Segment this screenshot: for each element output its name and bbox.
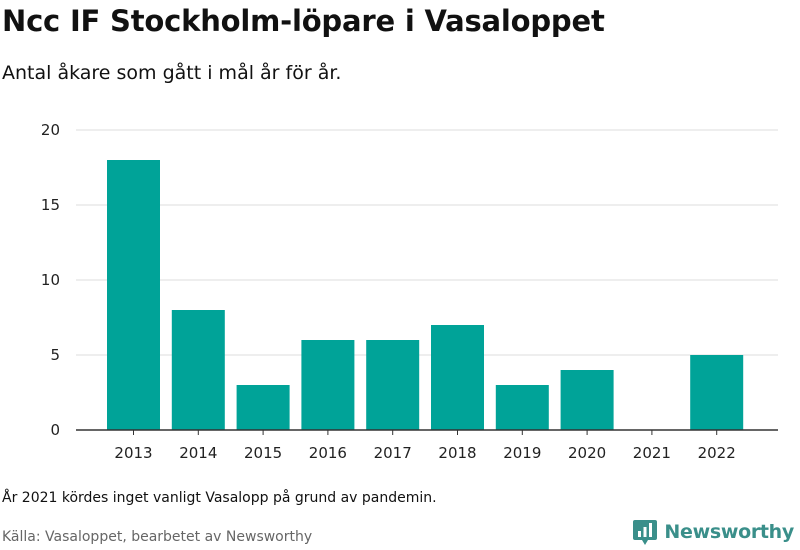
bar-2013 <box>107 160 160 430</box>
y-tick-label: 15 <box>41 196 60 214</box>
x-axis-tick-labels: 2013 2014 2015 2016 2017 2018 2019 2020 2021 2022 <box>114 444 735 462</box>
bar-2019 <box>495 385 549 430</box>
newsworthy-logo-icon <box>633 520 658 545</box>
x-tick-label: 2017 <box>374 444 412 462</box>
bar-chart: 0 5 10 15 20 2013 2014 2015 2016 2017 2018 2019 202… <box>41 121 778 462</box>
y-tick-label: 10 <box>41 271 60 289</box>
brand-name: Newsworthy <box>664 521 794 543</box>
y-axis-tick-labels: 0 5 10 15 20 <box>41 121 60 439</box>
bar-2015 <box>236 385 290 430</box>
source-credit: Källa: Vasaloppet, bearbetet av Newswort… <box>2 529 313 545</box>
bars <box>107 160 744 430</box>
x-tick-label: 2016 <box>309 444 347 462</box>
x-axis <box>76 429 778 435</box>
bar-2020 <box>560 370 614 430</box>
bar-2022 <box>690 355 744 430</box>
chart-title: Ncc IF Stockholm-löpare i Vasaloppet <box>2 4 605 38</box>
x-tick-label: 2020 <box>568 444 606 462</box>
x-tick-label: 2015 <box>244 444 282 462</box>
chart-subtitle: Antal åkare som gått i mål år för år. <box>2 62 342 84</box>
x-tick-label: 2021 <box>633 444 671 462</box>
brand-logo[interactable]: Newsworthy <box>632 518 794 546</box>
y-tick-label: 20 <box>41 121 60 139</box>
y-tick-label: 0 <box>50 421 60 439</box>
x-tick-label: 2019 <box>503 444 541 462</box>
bar-2014 <box>171 310 225 430</box>
x-tick-label: 2018 <box>438 444 476 462</box>
x-tick-label: 2022 <box>698 444 736 462</box>
footnote: År 2021 kördes inget vanligt Vasalopp på… <box>2 490 437 506</box>
x-tick-label: 2013 <box>114 444 152 462</box>
x-tick-label: 2014 <box>179 444 217 462</box>
y-tick-label: 5 <box>50 346 60 364</box>
bar-2016 <box>301 340 355 430</box>
bar-2018 <box>431 325 484 430</box>
bar-2017 <box>366 340 420 430</box>
